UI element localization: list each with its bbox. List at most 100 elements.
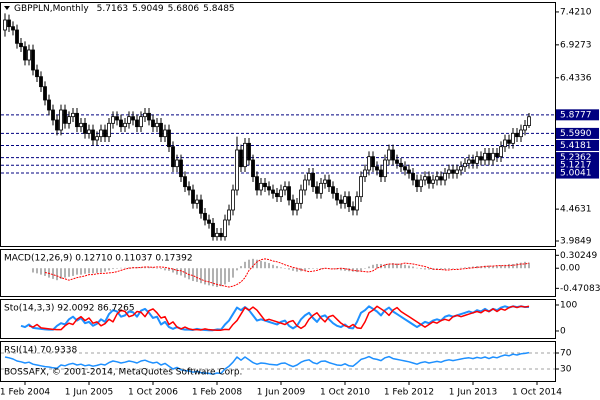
level-label: 5.1217 bbox=[560, 161, 592, 171]
candle-body bbox=[103, 129, 107, 138]
macd-bar bbox=[304, 268, 306, 271]
candle-body bbox=[139, 116, 143, 128]
candle-body bbox=[171, 146, 175, 168]
candle-body bbox=[347, 196, 351, 208]
macd-bar bbox=[248, 259, 250, 269]
y-tick-label: 0.30249 bbox=[560, 251, 597, 261]
candle-body bbox=[19, 42, 23, 48]
macd-bar bbox=[312, 268, 314, 269]
macd-bar bbox=[524, 261, 526, 269]
candle-body bbox=[63, 109, 67, 124]
candle-body bbox=[463, 162, 467, 168]
macd-bar bbox=[232, 268, 234, 278]
macd-bar bbox=[340, 268, 342, 271]
macd-bar bbox=[100, 268, 102, 273]
level-box bbox=[556, 167, 599, 179]
macd-bar bbox=[496, 265, 498, 269]
candle-body bbox=[175, 159, 179, 168]
candle-body bbox=[503, 139, 507, 148]
candle-body bbox=[243, 142, 247, 168]
macd-bar bbox=[464, 267, 466, 269]
candle-body bbox=[223, 219, 227, 238]
candle-body bbox=[303, 179, 307, 191]
candle-body bbox=[159, 122, 163, 138]
candle-body bbox=[351, 206, 355, 211]
macd-bar bbox=[112, 268, 114, 270]
candle-body bbox=[459, 166, 463, 171]
macd-bar bbox=[256, 259, 258, 269]
candle-body bbox=[255, 176, 259, 191]
candle-body bbox=[355, 196, 359, 211]
candle-body bbox=[371, 156, 375, 168]
macd-bar bbox=[400, 263, 402, 269]
macd-bar bbox=[52, 268, 54, 279]
candle-body bbox=[315, 186, 319, 194]
candle-body bbox=[339, 199, 343, 204]
candle-body bbox=[311, 172, 315, 188]
y-tick-label: 3.9849 bbox=[560, 237, 592, 247]
macd-bar bbox=[204, 268, 206, 285]
candle-body bbox=[359, 176, 363, 198]
macd-bar bbox=[440, 268, 442, 270]
candle-body bbox=[199, 199, 203, 214]
candle-body bbox=[515, 132, 519, 138]
candle-body bbox=[403, 166, 407, 171]
candle-body bbox=[267, 186, 271, 191]
macd-bar bbox=[404, 264, 406, 269]
level-label: 5.2362 bbox=[560, 153, 592, 163]
macd-bar bbox=[148, 266, 150, 269]
macd-bar bbox=[76, 268, 78, 275]
indicator-line bbox=[4, 351, 530, 375]
macd-bar bbox=[512, 263, 514, 269]
x-tick-label: 1 Oct 2006 bbox=[128, 388, 178, 398]
y-tick-label: 0 bbox=[560, 326, 566, 336]
candle-body bbox=[235, 149, 239, 191]
candle-body bbox=[295, 202, 299, 211]
macd-bar bbox=[284, 268, 286, 269]
macd-bar bbox=[208, 268, 210, 286]
candle-body bbox=[415, 179, 419, 188]
symbol: GBPPLN,Monthly bbox=[14, 4, 89, 14]
level-box bbox=[556, 152, 599, 164]
macd-bar bbox=[444, 268, 446, 270]
candle-body bbox=[219, 232, 223, 238]
candle-body bbox=[207, 219, 211, 224]
candle-body bbox=[211, 222, 215, 238]
candle-body bbox=[455, 169, 459, 174]
candle-body bbox=[511, 132, 515, 144]
candle-body bbox=[115, 116, 119, 121]
candle-body bbox=[287, 186, 291, 201]
candle-body bbox=[167, 129, 171, 148]
candle-body bbox=[279, 189, 283, 198]
macd-bar bbox=[212, 268, 214, 287]
candle-body bbox=[443, 172, 447, 181]
macd-bar bbox=[468, 266, 470, 269]
macd-bar bbox=[384, 264, 386, 269]
candle-body bbox=[483, 152, 487, 161]
macd-bar bbox=[44, 268, 46, 276]
candle-body bbox=[375, 166, 379, 171]
macd-bar bbox=[264, 261, 266, 269]
candle-body bbox=[3, 19, 7, 31]
candle-body bbox=[499, 146, 503, 158]
candle-body bbox=[263, 182, 267, 188]
candle-body bbox=[479, 156, 483, 161]
macd-bar bbox=[492, 265, 494, 269]
macd-bar bbox=[500, 265, 502, 269]
macd-bar bbox=[452, 268, 454, 269]
indicator-label: RSI(14) 70.9338 bbox=[4, 346, 77, 356]
macd-bar bbox=[516, 263, 518, 269]
indicator-line bbox=[28, 305, 530, 331]
candle-body bbox=[275, 192, 279, 198]
candle-body bbox=[259, 182, 263, 191]
macd-bar bbox=[344, 268, 346, 271]
y-tick-label: 0.00 bbox=[560, 264, 580, 274]
candle-body bbox=[215, 232, 219, 238]
macd-bar bbox=[392, 263, 394, 269]
candle-body bbox=[111, 116, 115, 124]
macd-bar bbox=[416, 267, 418, 269]
candle-body bbox=[99, 129, 103, 138]
candle-body bbox=[251, 159, 255, 178]
macd-bar bbox=[164, 268, 166, 271]
candle-body bbox=[307, 172, 311, 181]
